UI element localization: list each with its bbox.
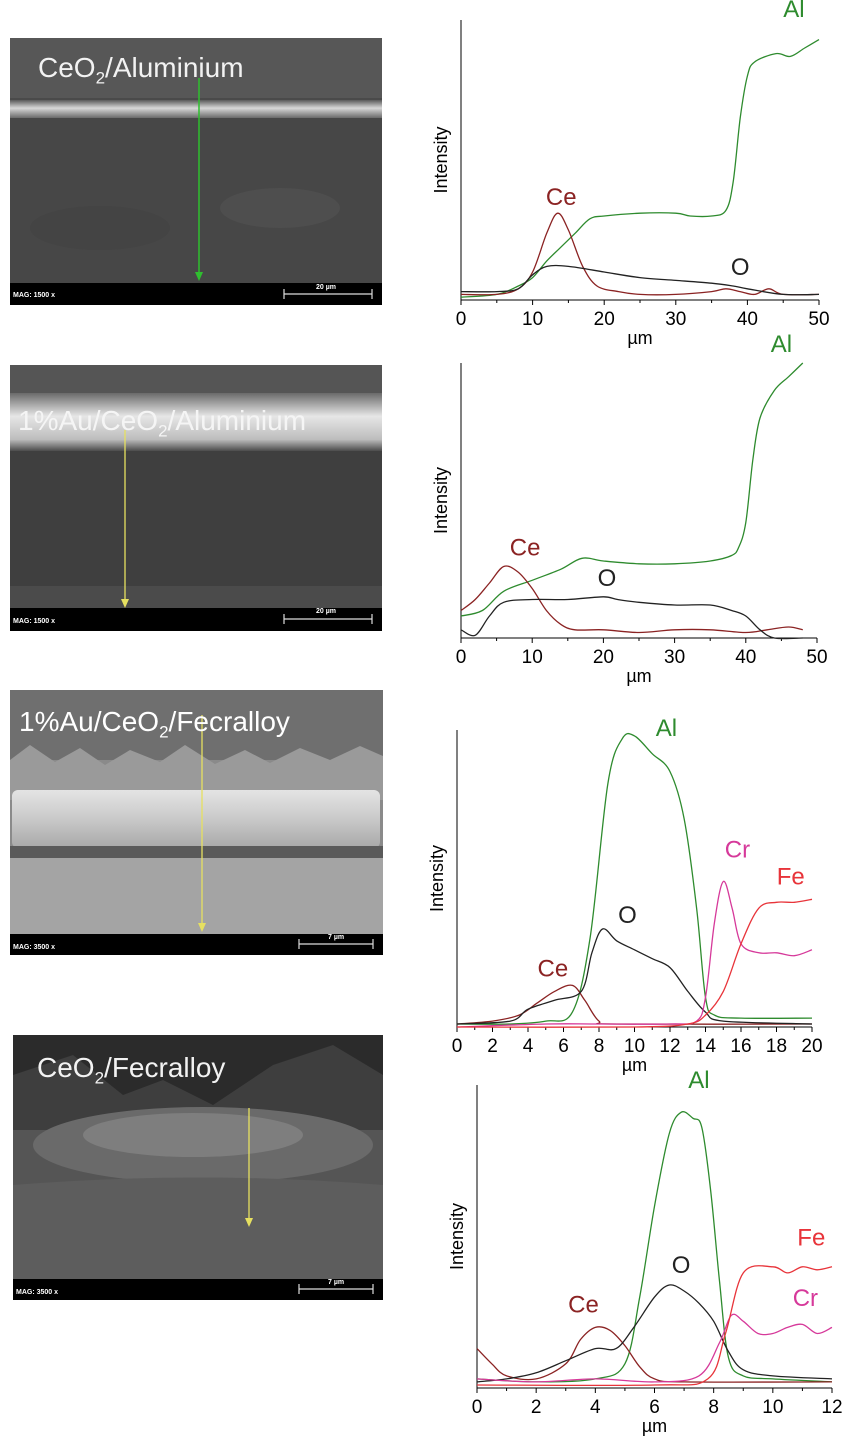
x-axis-label: µm: [642, 1416, 667, 1436]
micrograph-1: CeO2/Aluminium MAG: 1500 x 20 µm: [10, 38, 382, 305]
series-line-al: [460, 39, 820, 298]
series-label-al: Al: [783, 0, 804, 23]
series-line-o: [460, 264, 820, 296]
series-line-cr: [476, 1313, 833, 1383]
x-tick-label: 4: [523, 1036, 534, 1057]
x-tick-label: 30: [664, 647, 685, 668]
micrograph-label: 1%Au/CeO2/Fecralloy: [19, 706, 290, 742]
series-label-ce: Ce: [538, 956, 569, 983]
micrograph-label: 1%Au/CeO2/Aluminium: [18, 405, 307, 441]
micrograph-4: CeO2/Fecralloy MAG: 3500 x 7 µm: [13, 1035, 383, 1300]
x-tick-label: 0: [456, 309, 467, 330]
series-label-ce: Ce: [510, 535, 541, 562]
x-tick-label: 12: [659, 1036, 680, 1057]
x-tick-label: 20: [593, 647, 614, 668]
scalebar-label: 20 µm: [316, 284, 336, 291]
x-tick-label: 10: [522, 647, 543, 668]
x-tick-label: 2: [531, 1397, 542, 1418]
series-line-cr: [456, 880, 813, 1028]
series-label-cr: Cr: [725, 837, 750, 864]
series-label-cr: Cr: [793, 1285, 818, 1312]
series-label-al: Al: [656, 715, 677, 742]
x-tick-label: 20: [801, 1036, 822, 1057]
micrograph-label: CeO2/Aluminium: [38, 52, 244, 88]
magnification-label: MAG: 3500 x: [16, 1289, 59, 1296]
x-axis-label: µm: [626, 666, 651, 686]
y-axis-label: Intensity: [431, 467, 451, 534]
magnification-label: MAG: 1500 x: [13, 618, 56, 625]
y-axis-label: Intensity: [431, 126, 451, 193]
x-tick-label: 0: [456, 647, 467, 668]
x-tick-label: 50: [808, 309, 829, 330]
series-line-ce: [456, 984, 813, 1025]
series-label-o: O: [598, 565, 617, 592]
series-line-ce: [460, 212, 820, 296]
series-label-fe: Fe: [777, 863, 805, 890]
series-label-ce: Ce: [568, 1291, 599, 1318]
series-line-al: [456, 732, 813, 1025]
series-line-al: [460, 362, 804, 617]
x-tick-label: 30: [665, 309, 686, 330]
magnification-label: MAG: 1500 x: [13, 292, 56, 299]
series-label-o: O: [731, 254, 750, 281]
y-axis-label: Intensity: [447, 1203, 467, 1270]
series-line-ce: [476, 1326, 833, 1383]
scalebar-label: 7 µm: [328, 934, 345, 941]
x-tick-label: 12: [821, 1397, 842, 1418]
x-tick-label: 0: [472, 1397, 483, 1418]
x-tick-label: 4: [590, 1397, 601, 1418]
micrograph-2: 1%Au/CeO2/Aluminium MAG: 1500 x 20 µm: [10, 365, 382, 631]
series-line-fe: [476, 1265, 833, 1387]
series-label-o: O: [618, 902, 637, 929]
x-tick-label: 6: [649, 1397, 660, 1418]
scalebar-label: 7 µm: [328, 1279, 345, 1286]
magnification-label: MAG: 3500 x: [13, 944, 56, 951]
micrograph-3: 1%Au/CeO2/Fecralloy MAG: 3500 x 7 µm: [10, 690, 383, 955]
series-label-o: O: [672, 1252, 691, 1279]
x-tick-label: 10: [624, 1036, 645, 1057]
x-tick-label: 10: [522, 309, 543, 330]
y-axis-label: Intensity: [427, 845, 447, 912]
series-line-o: [456, 928, 813, 1025]
x-axis-label: µm: [622, 1055, 647, 1075]
series-label-fe: Fe: [797, 1225, 825, 1252]
series-line-al: [476, 1111, 833, 1383]
series-line-o: [476, 1284, 833, 1383]
x-tick-label: 40: [735, 647, 756, 668]
x-tick-label: 2: [487, 1036, 498, 1057]
x-tick-label: 18: [766, 1036, 787, 1057]
series-line-ce: [460, 565, 803, 634]
series-label-al: Al: [688, 1067, 709, 1094]
x-tick-label: 50: [806, 647, 827, 668]
x-tick-label: 20: [594, 309, 615, 330]
series-line-fe: [456, 898, 813, 1028]
x-axis-label: µm: [627, 328, 652, 348]
scalebar-label: 20 µm: [316, 608, 336, 615]
x-tick-label: 14: [695, 1036, 717, 1057]
x-tick-label: 40: [737, 309, 758, 330]
micrograph-label: CeO2/Fecralloy: [37, 1052, 226, 1088]
series-line-o: [460, 596, 803, 640]
series-label-al: Al: [771, 331, 792, 358]
x-tick-label: 10: [762, 1397, 783, 1418]
x-tick-label: 16: [730, 1036, 751, 1057]
x-tick-label: 8: [594, 1036, 605, 1057]
x-tick-label: 6: [558, 1036, 569, 1057]
x-tick-label: 8: [708, 1397, 719, 1418]
series-label-ce: Ce: [546, 184, 577, 211]
x-tick-label: 0: [452, 1036, 463, 1057]
